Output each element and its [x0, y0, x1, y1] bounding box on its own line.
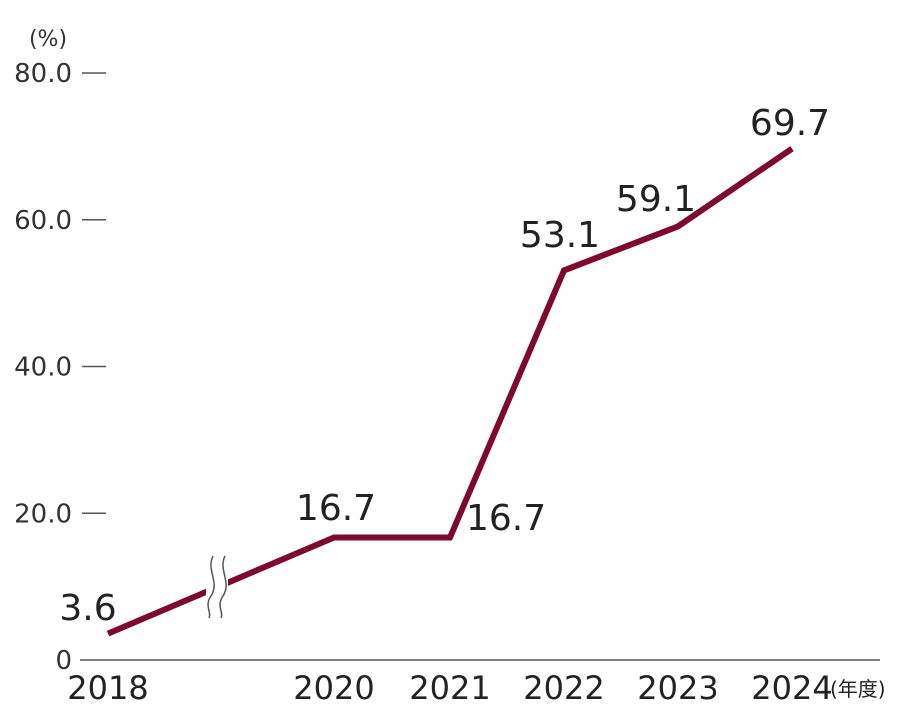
data-label: 53.1	[520, 215, 600, 256]
y-tick-label: 0	[55, 646, 72, 676]
data-label: 16.7	[466, 498, 546, 539]
y-tick-label: 20.0	[14, 499, 72, 529]
x-tick-label: 2024	[751, 669, 832, 707]
y-axis: 0 20.0 40.0 60.0 80.0	[14, 59, 106, 676]
x-tick-label: 2018	[67, 669, 148, 707]
x-tick-label: 2022	[523, 669, 604, 707]
series-line	[106, 146, 794, 637]
data-labels: 3.6 16.7 16.7 53.1 59.1 69.7	[59, 103, 830, 629]
x-axis: 2018 2020 2021 2022 2023 2024	[67, 669, 832, 707]
y-axis-unit-label: (%)	[29, 27, 67, 52]
y-tick-label: 40.0	[14, 353, 72, 383]
x-tick-label: 2023	[637, 669, 718, 707]
y-tick-label: 80.0	[14, 59, 72, 89]
x-tick-label: 2021	[409, 669, 490, 707]
y-tick-label: 60.0	[14, 206, 72, 236]
x-axis-unit-label: (年度)	[830, 677, 886, 701]
data-label: 16.7	[296, 488, 376, 529]
data-label: 59.1	[616, 179, 696, 220]
x-tick-label: 2020	[293, 669, 374, 707]
axis-break-mark	[206, 555, 228, 619]
data-label: 3.6	[59, 588, 116, 629]
data-label: 69.7	[750, 103, 830, 144]
